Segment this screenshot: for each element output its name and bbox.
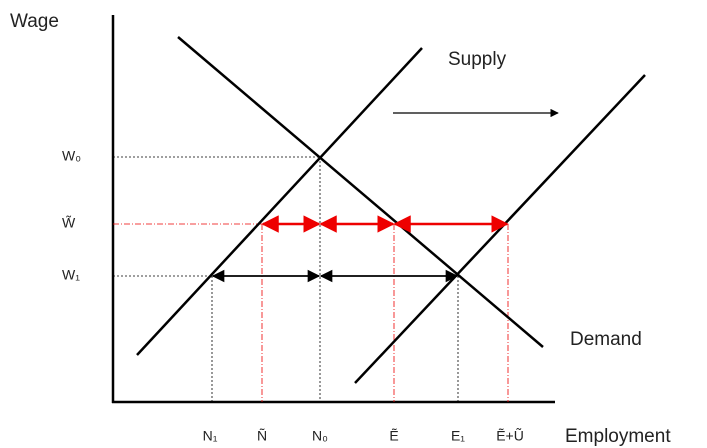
x-tick-label: Ñ: [257, 428, 267, 444]
y-tick-label: W₀: [62, 148, 81, 164]
x-tick-label: N₀: [312, 428, 328, 444]
supply-label: Supply: [448, 49, 507, 70]
x-tick-label: Ẽ+Ũ: [496, 428, 524, 444]
axes: [111, 15, 555, 404]
demand-curve: [177, 36, 544, 348]
guides-black: [113, 156, 459, 402]
y-tick-label: W̃: [62, 214, 76, 230]
demand-label: Demand: [570, 329, 642, 350]
y-tick-label: W₁: [62, 267, 80, 283]
x-tick-label: Ẽ: [389, 428, 398, 444]
y-axis-label: Wage: [10, 11, 59, 32]
x-tick-label: N₁: [203, 428, 218, 444]
x-tick-label: E₁: [451, 428, 465, 444]
x-axis-label: Employment: [565, 426, 671, 447]
guides-red: [113, 223, 509, 402]
supply-curve: [136, 47, 423, 356]
curves: [136, 36, 646, 384]
